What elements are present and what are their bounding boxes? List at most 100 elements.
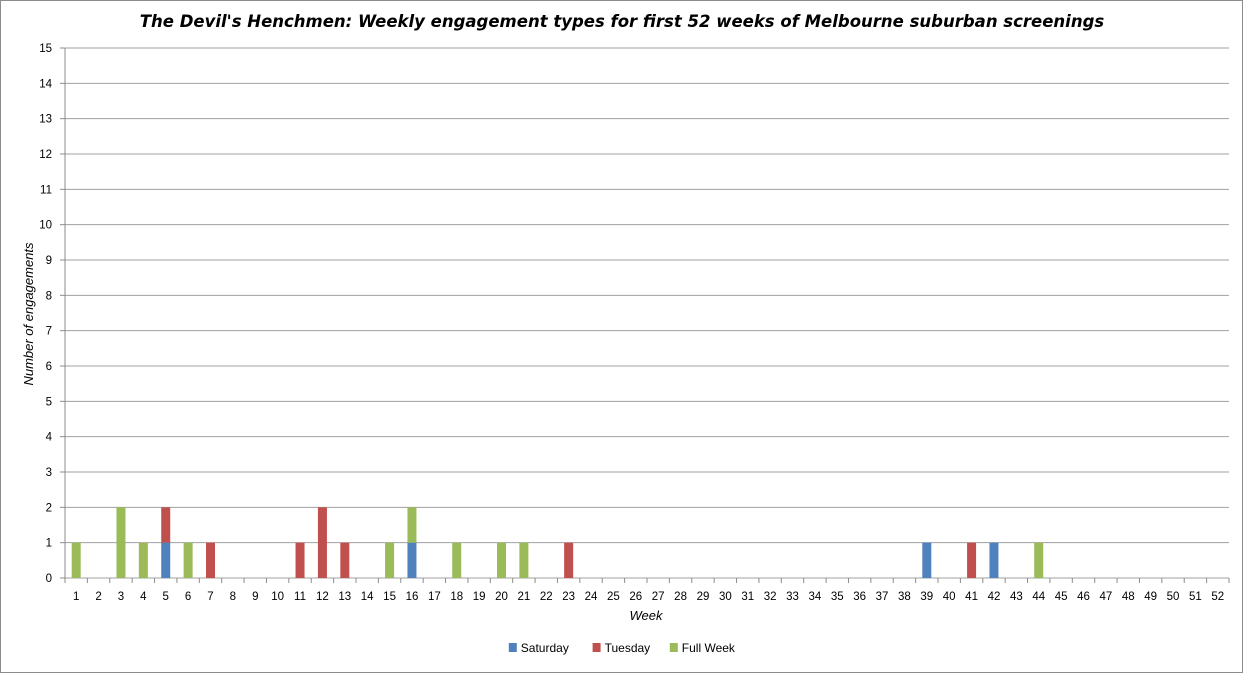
bar-full-week bbox=[183, 542, 193, 578]
x-tick-label: 49 bbox=[1144, 591, 1157, 603]
x-tick-label: 41 bbox=[965, 591, 978, 603]
bar-full-week bbox=[519, 542, 529, 578]
x-tick-label: 42 bbox=[988, 591, 1001, 603]
x-tick-label: 1 bbox=[73, 591, 79, 603]
x-tick-label: 36 bbox=[853, 591, 866, 603]
y-tick-label: 4 bbox=[46, 432, 53, 444]
legend-swatch bbox=[508, 643, 517, 652]
x-tick-label: 45 bbox=[1055, 591, 1068, 603]
bar-saturday bbox=[161, 542, 171, 578]
y-tick-label: 5 bbox=[46, 396, 52, 408]
bar-tuesday bbox=[340, 542, 350, 578]
x-axis-title: Week bbox=[630, 608, 664, 623]
x-tick-label: 37 bbox=[876, 591, 889, 603]
bars bbox=[71, 507, 1044, 578]
bar-full-week bbox=[138, 542, 148, 578]
legend-label: Saturday bbox=[521, 641, 569, 655]
bar-saturday bbox=[922, 542, 932, 578]
x-tick-label: 43 bbox=[1010, 591, 1023, 603]
y-tick-label: 10 bbox=[39, 220, 52, 232]
x-tick-label: 24 bbox=[585, 591, 598, 603]
bar-full-week bbox=[1034, 542, 1044, 578]
x-tick-label: 22 bbox=[540, 591, 553, 603]
x-axis-ticks: 1 2 3 4 5 6 7 8 9 10 11 12 13 14 15 16 17 18 19 20 21 22 23 24 2… bbox=[64, 578, 1230, 603]
x-tick-label: 39 bbox=[920, 591, 933, 603]
bar-full-week bbox=[497, 542, 506, 578]
x-tick-label: 10 bbox=[271, 591, 284, 603]
x-tick-label: 8 bbox=[230, 591, 236, 603]
y-tick-label: 15 bbox=[39, 43, 52, 55]
bar-full-week bbox=[407, 507, 417, 543]
y-tick-label: 3 bbox=[46, 467, 52, 479]
bar-full-week bbox=[385, 542, 395, 578]
legend-swatch bbox=[592, 643, 601, 652]
x-tick-label: 35 bbox=[831, 591, 844, 603]
x-tick-label: 44 bbox=[1032, 591, 1045, 603]
x-tick-label: 17 bbox=[428, 591, 441, 603]
x-tick-label: 30 bbox=[719, 591, 732, 603]
y-tick-label: 6 bbox=[46, 361, 52, 373]
legend-label: Full Week bbox=[682, 641, 736, 655]
x-tick-label: 47 bbox=[1099, 591, 1112, 603]
bar-tuesday bbox=[564, 542, 574, 578]
x-tick-label: 34 bbox=[808, 591, 821, 603]
x-tick-label: 5 bbox=[163, 591, 169, 603]
x-tick-label: 52 bbox=[1211, 591, 1224, 603]
y-tick-label: 7 bbox=[46, 326, 52, 338]
x-tick-label: 16 bbox=[406, 591, 419, 603]
x-tick-label: 20 bbox=[495, 591, 508, 603]
x-tick-label: 13 bbox=[338, 591, 351, 603]
y-tick-label: 1 bbox=[46, 538, 52, 550]
bar-tuesday bbox=[967, 542, 977, 578]
y-tick-label: 9 bbox=[46, 255, 52, 267]
bar-tuesday bbox=[295, 542, 305, 578]
x-tick-label: 19 bbox=[473, 591, 486, 603]
x-tick-label: 51 bbox=[1189, 591, 1202, 603]
x-tick-label: 25 bbox=[607, 591, 620, 603]
x-tick-label: 3 bbox=[118, 591, 124, 603]
bar-saturday bbox=[989, 542, 999, 578]
bar-tuesday bbox=[317, 507, 327, 578]
y-axis-title: Number of engagements bbox=[21, 242, 36, 386]
x-tick-label: 28 bbox=[674, 591, 687, 603]
x-tick-label: 40 bbox=[943, 591, 956, 603]
x-tick-label: 12 bbox=[316, 591, 329, 603]
x-tick-label: 27 bbox=[652, 591, 665, 603]
x-tick-label: 33 bbox=[786, 591, 799, 603]
x-tick-label: 4 bbox=[140, 591, 147, 603]
y-tick-label: 11 bbox=[40, 184, 52, 196]
x-tick-label: 9 bbox=[252, 591, 258, 603]
x-tick-label: 11 bbox=[294, 591, 306, 603]
bar-saturday bbox=[407, 542, 417, 578]
gridlines bbox=[60, 47, 1229, 579]
x-tick-label: 26 bbox=[629, 591, 642, 603]
x-tick-label: 2 bbox=[95, 591, 101, 603]
x-tick-label: 38 bbox=[898, 591, 911, 603]
x-tick-label: 29 bbox=[697, 591, 710, 603]
y-tick-label: 13 bbox=[39, 114, 52, 126]
legend-label: Tuesday bbox=[605, 641, 651, 655]
bar-full-week bbox=[452, 542, 462, 578]
bar-tuesday bbox=[206, 542, 215, 578]
x-tick-label: 14 bbox=[361, 591, 374, 603]
legend-swatch bbox=[669, 643, 678, 652]
bar-full-week bbox=[116, 507, 126, 578]
y-tick-label: 14 bbox=[39, 78, 52, 90]
x-tick-label: 48 bbox=[1122, 591, 1135, 603]
x-tick-label: 31 bbox=[741, 591, 754, 603]
x-tick-label: 15 bbox=[383, 591, 396, 603]
x-tick-label: 7 bbox=[207, 591, 213, 603]
x-tick-label: 23 bbox=[562, 591, 575, 603]
x-tick-label: 46 bbox=[1077, 591, 1090, 603]
y-tick-label: 12 bbox=[39, 149, 52, 161]
chart-title: The Devil's Henchmen: Weekly engagement … bbox=[140, 12, 1105, 31]
y-tick-label: 0 bbox=[46, 573, 52, 585]
x-tick-label: 18 bbox=[450, 591, 463, 603]
bar-tuesday bbox=[161, 507, 171, 543]
x-tick-label: 32 bbox=[764, 591, 777, 603]
x-tick-label: 6 bbox=[185, 591, 191, 603]
x-tick-label: 50 bbox=[1167, 591, 1180, 603]
